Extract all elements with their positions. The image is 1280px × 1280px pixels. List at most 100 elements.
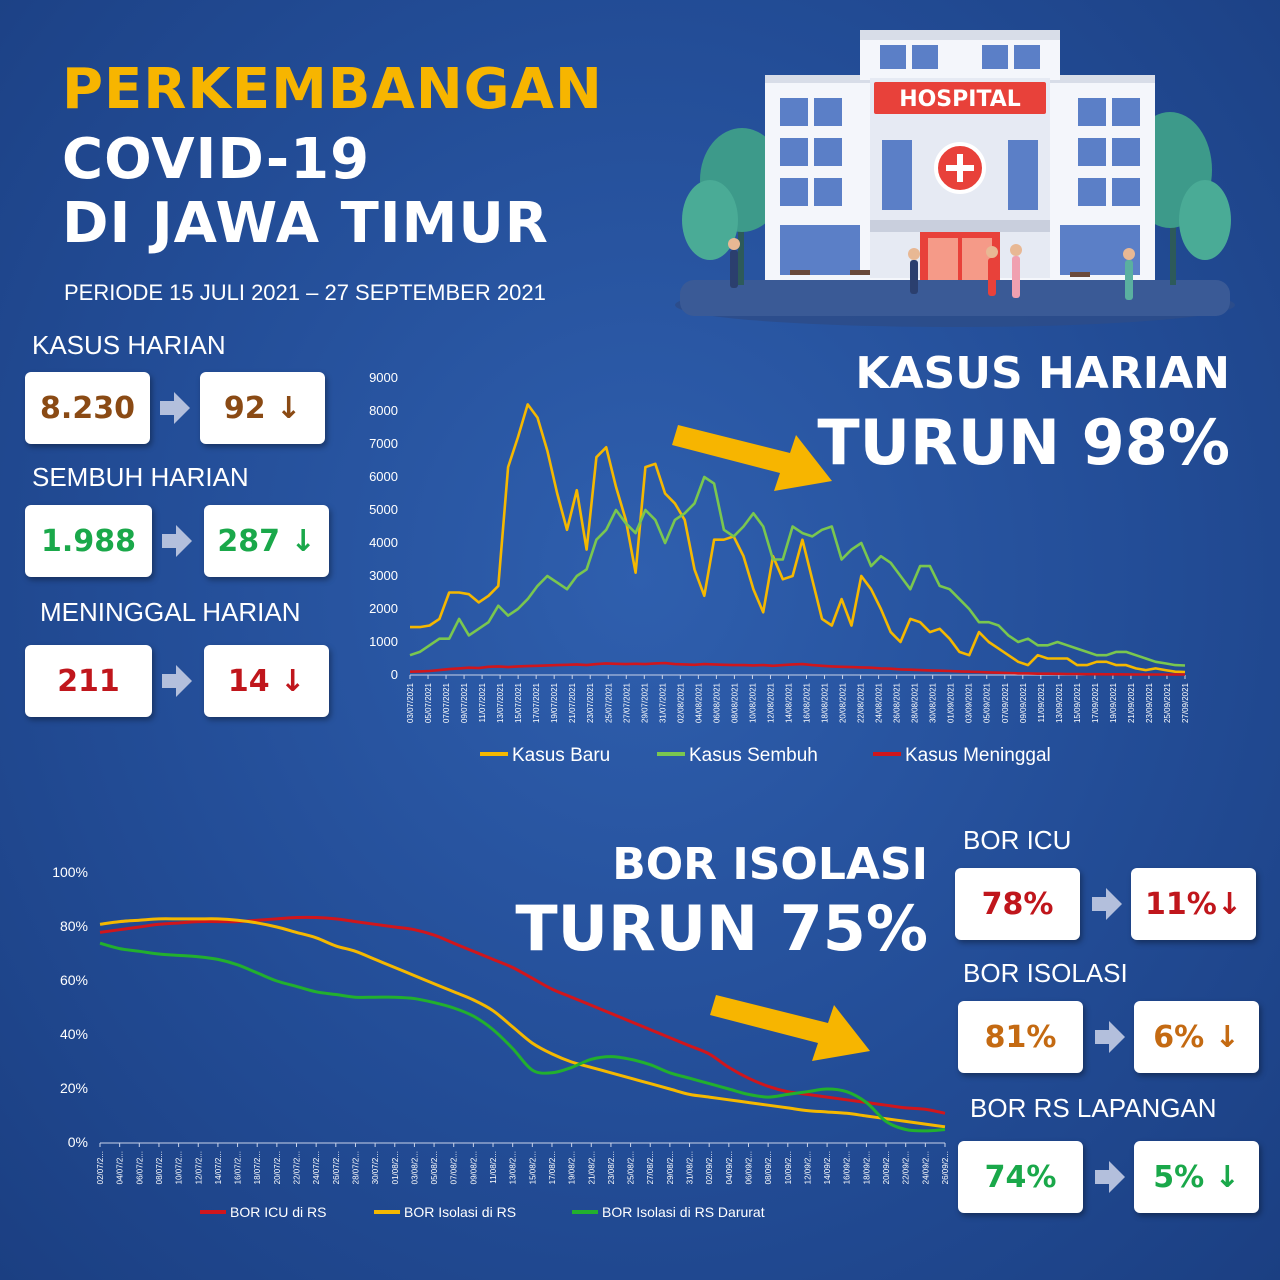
arrow-right-icon (1095, 1161, 1125, 1193)
bor-chart: 0% 20% 40% 60% 80% 100% 02/07/2... 04/07/2... 06… (52, 864, 950, 1220)
legend-label: BOR Isolasi di RS (404, 1204, 516, 1220)
x-tick-label: 26/08/2021 (893, 682, 902, 723)
x-tick-label: 05/09/2021 (983, 682, 992, 723)
x-tick-label: 21/07/2021 (568, 682, 577, 723)
x-tick-label: 01/09/2021 (947, 682, 956, 723)
x-tick-label: 22/09/2... (902, 1151, 911, 1184)
bor-icu-from-box: 78% (955, 868, 1080, 940)
y-tick-label: 80% (60, 918, 88, 934)
x-tick-label: 13/07/2021 (496, 682, 505, 723)
bor-lapangan-label: BOR RS LAPANGAN (970, 1093, 1217, 1123)
x-tick-label: 14/09/2... (823, 1151, 832, 1184)
x-tick-label: 13/09/2021 (1055, 682, 1064, 723)
x-tick-label: 23/09/2021 (1145, 682, 1154, 723)
x-tick-label: 10/09/2... (784, 1151, 793, 1184)
trend-arrow-icon (672, 425, 832, 491)
series-line-2 (409, 475, 1186, 667)
y-tick-label: 6000 (369, 469, 398, 484)
x-tick-label: 31/07/2021 (658, 682, 667, 723)
x-tick-label: 09/09/2021 (1019, 682, 1028, 723)
x-tick-label: 28/07/2... (351, 1151, 360, 1184)
x-tick-label: 02/08/2021 (676, 682, 685, 723)
x-tick-label: 31/08/2... (686, 1151, 695, 1184)
y-tick-label: 5000 (369, 502, 398, 517)
arrow-right-icon (162, 665, 192, 697)
x-tick-label: 30/08/2021 (929, 682, 938, 723)
y-tick-label: 0 (391, 667, 398, 682)
meninggal-from-box: 211 (25, 645, 152, 717)
x-tick-label: 16/09/2... (843, 1151, 852, 1184)
x-tick-label: 22/07/2... (293, 1151, 302, 1184)
headline1-line2: TURUN 98% (817, 406, 1230, 479)
sembuh-to-box: 287 ↓ (204, 505, 329, 577)
x-tick-label: 16/07/2... (234, 1151, 243, 1184)
legend-label: Kasus Sembuh (689, 745, 818, 766)
series-line-3 (99, 941, 946, 1133)
x-tick-label: 27/09/2021 (1181, 682, 1190, 723)
x-tick-label: 02/07/2... (96, 1151, 105, 1184)
x-tick-label: 16/08/2021 (803, 682, 812, 723)
trend-arrow-icon (710, 995, 870, 1061)
x-tick-label: 23/08/2... (607, 1151, 616, 1184)
y-tick-label: 2000 (369, 601, 398, 616)
x-tick-label: 07/09/2021 (1001, 682, 1010, 723)
x-tick-label: 02/09/2... (705, 1151, 714, 1184)
bor-lapangan-to-box: 5% ↓ (1134, 1141, 1259, 1213)
x-tick-label: 14/07/2... (214, 1151, 223, 1184)
y-tick-label: 40% (60, 1026, 88, 1042)
series-line-1 (410, 403, 1186, 674)
x-tick-label: 12/09/2... (803, 1151, 812, 1184)
legend-label: Kasus Baru (512, 745, 610, 766)
x-tick-label: 08/07/2... (155, 1151, 164, 1184)
hospital-illustration: HOSPITAL (675, 30, 1235, 327)
x-tick-label: 14/08/2021 (784, 682, 793, 723)
title-line-3: DI JAWA TIMUR (62, 191, 549, 256)
x-tick-label: 10/08/2021 (748, 682, 757, 723)
x-tick-label: 15/08/2... (528, 1151, 537, 1184)
sembuh-from-box: 1.988 (25, 505, 152, 577)
x-tick-label: 30/07/2... (371, 1151, 380, 1184)
x-tick-label: 04/09/2... (725, 1151, 734, 1184)
title-line-2: COVID-19 (62, 127, 371, 192)
meninggal-label: MENINGGAL HARIAN (40, 597, 301, 627)
x-tick-label: 11/09/2021 (1037, 682, 1046, 722)
title-line-1: PERKEMBANGAN (62, 57, 603, 122)
x-tick-label: 26/09/2... (941, 1151, 950, 1184)
x-tick-label: 20/09/2... (882, 1151, 891, 1184)
x-tick-label: 17/09/2021 (1091, 682, 1100, 723)
x-tick-label: 17/08/2... (548, 1151, 557, 1184)
x-tick-label: 13/08/2... (509, 1151, 518, 1184)
bor-icu-to-box: 11%↓ (1131, 868, 1256, 940)
x-tick-label: 06/08/2021 (712, 682, 721, 723)
headline1-line1: KASUS HARIAN (855, 348, 1230, 399)
x-tick-label: 19/07/2021 (550, 682, 559, 723)
kasus-to-box: 92 ↓ (200, 372, 325, 444)
x-tick-label: 15/07/2021 (514, 682, 523, 723)
y-tick-label: 7000 (369, 436, 398, 451)
sembuh-label: SEMBUH HARIAN (32, 462, 249, 492)
x-tick-label: 05/08/2... (430, 1151, 439, 1184)
y-tick-label: 100% (52, 864, 88, 880)
y-tick-label: 20% (60, 1080, 88, 1096)
x-tick-label: 11/08/2... (489, 1151, 498, 1184)
bor-isolasi-from-box: 81% (958, 1001, 1083, 1073)
x-tick-label: 23/07/2021 (586, 682, 595, 723)
x-tick-label: 19/09/2021 (1109, 682, 1118, 723)
x-tick-label: 27/07/2021 (622, 682, 631, 723)
arrow-right-icon (1092, 888, 1122, 920)
x-tick-label: 24/07/2... (312, 1151, 321, 1184)
x-tick-label: 25/09/2021 (1163, 682, 1172, 723)
x-tick-label: 03/08/2... (410, 1151, 419, 1184)
hospital-sign: HOSPITAL (899, 87, 1021, 112)
bor-lapangan-from-box: 74% (958, 1141, 1083, 1213)
x-tick-label: 09/08/2... (469, 1151, 478, 1184)
kasus-harian-chart: 0 1000 2000 3000 4000 5000 6000 7000 8000 9000 03/… (369, 370, 1190, 766)
x-tick-label: 04/07/2... (116, 1151, 125, 1184)
x-tick-label: 07/08/2... (450, 1151, 459, 1184)
arrow-right-icon (162, 525, 192, 557)
x-tick-label: 01/08/2... (391, 1151, 400, 1184)
x-tick-label: 22/08/2021 (857, 682, 866, 723)
x-tick-label: 05/07/2021 (424, 682, 433, 723)
bor-isolasi-label: BOR ISOLASI (963, 958, 1128, 988)
arrow-right-icon (1095, 1021, 1125, 1053)
